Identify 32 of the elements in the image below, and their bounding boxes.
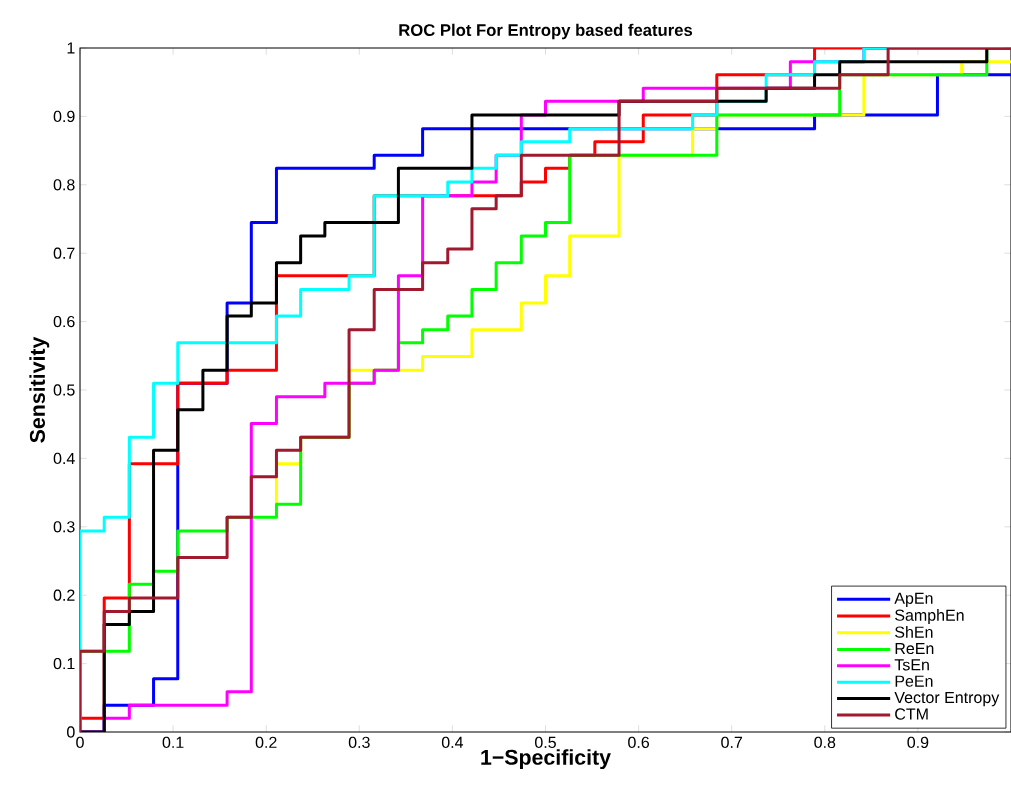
y-tick-label: 1 bbox=[67, 42, 75, 54]
y-tick-label: 0 bbox=[67, 726, 75, 738]
y-tick-label: 0.1 bbox=[53, 657, 75, 670]
y-tick-label: 0.6 bbox=[53, 315, 75, 328]
y-tick-label: 0.7 bbox=[53, 247, 75, 259]
x-tick-label: 0.1 bbox=[162, 736, 184, 749]
y-tick-label: 0.2 bbox=[53, 589, 75, 601]
y-tick-label: 0.4 bbox=[53, 452, 75, 465]
x-tick-label: 0.3 bbox=[348, 736, 370, 749]
y-tick-label: 0.3 bbox=[53, 521, 75, 533]
y-tick-label: 0.9 bbox=[53, 110, 75, 123]
legend-label: SamphEn bbox=[895, 609, 964, 625]
x-tick-label: 0.7 bbox=[721, 736, 743, 749]
x-tick-label: 0 bbox=[76, 736, 84, 749]
legend-label: CTM bbox=[895, 708, 928, 720]
legend-label: PeEn bbox=[895, 675, 933, 687]
y-tick-label: 0.5 bbox=[53, 384, 75, 396]
legend-label: ReEn bbox=[895, 642, 934, 655]
legend-label: ApEn bbox=[894, 592, 933, 608]
x-tick-label: 0.9 bbox=[907, 736, 929, 749]
x-axis-title: 1−Specificity bbox=[481, 749, 611, 770]
x-tick-label: 0.2 bbox=[255, 736, 277, 749]
x-tick-label: 0.5 bbox=[535, 736, 556, 749]
legend-label: Vector Entropy bbox=[894, 691, 1000, 707]
x-tick-label: 0.6 bbox=[628, 736, 650, 749]
y-axis-title: Sensitivity bbox=[29, 336, 50, 443]
x-tick-label: 0.4 bbox=[441, 736, 464, 749]
legend-label: ShEn bbox=[895, 626, 933, 638]
chart-title: ROC Plot For Entropy based features bbox=[399, 23, 693, 40]
y-tick-label: 0.8 bbox=[53, 179, 75, 191]
x-tick-label: 0.8 bbox=[814, 736, 836, 749]
legend-label: TsEn bbox=[894, 659, 929, 671]
